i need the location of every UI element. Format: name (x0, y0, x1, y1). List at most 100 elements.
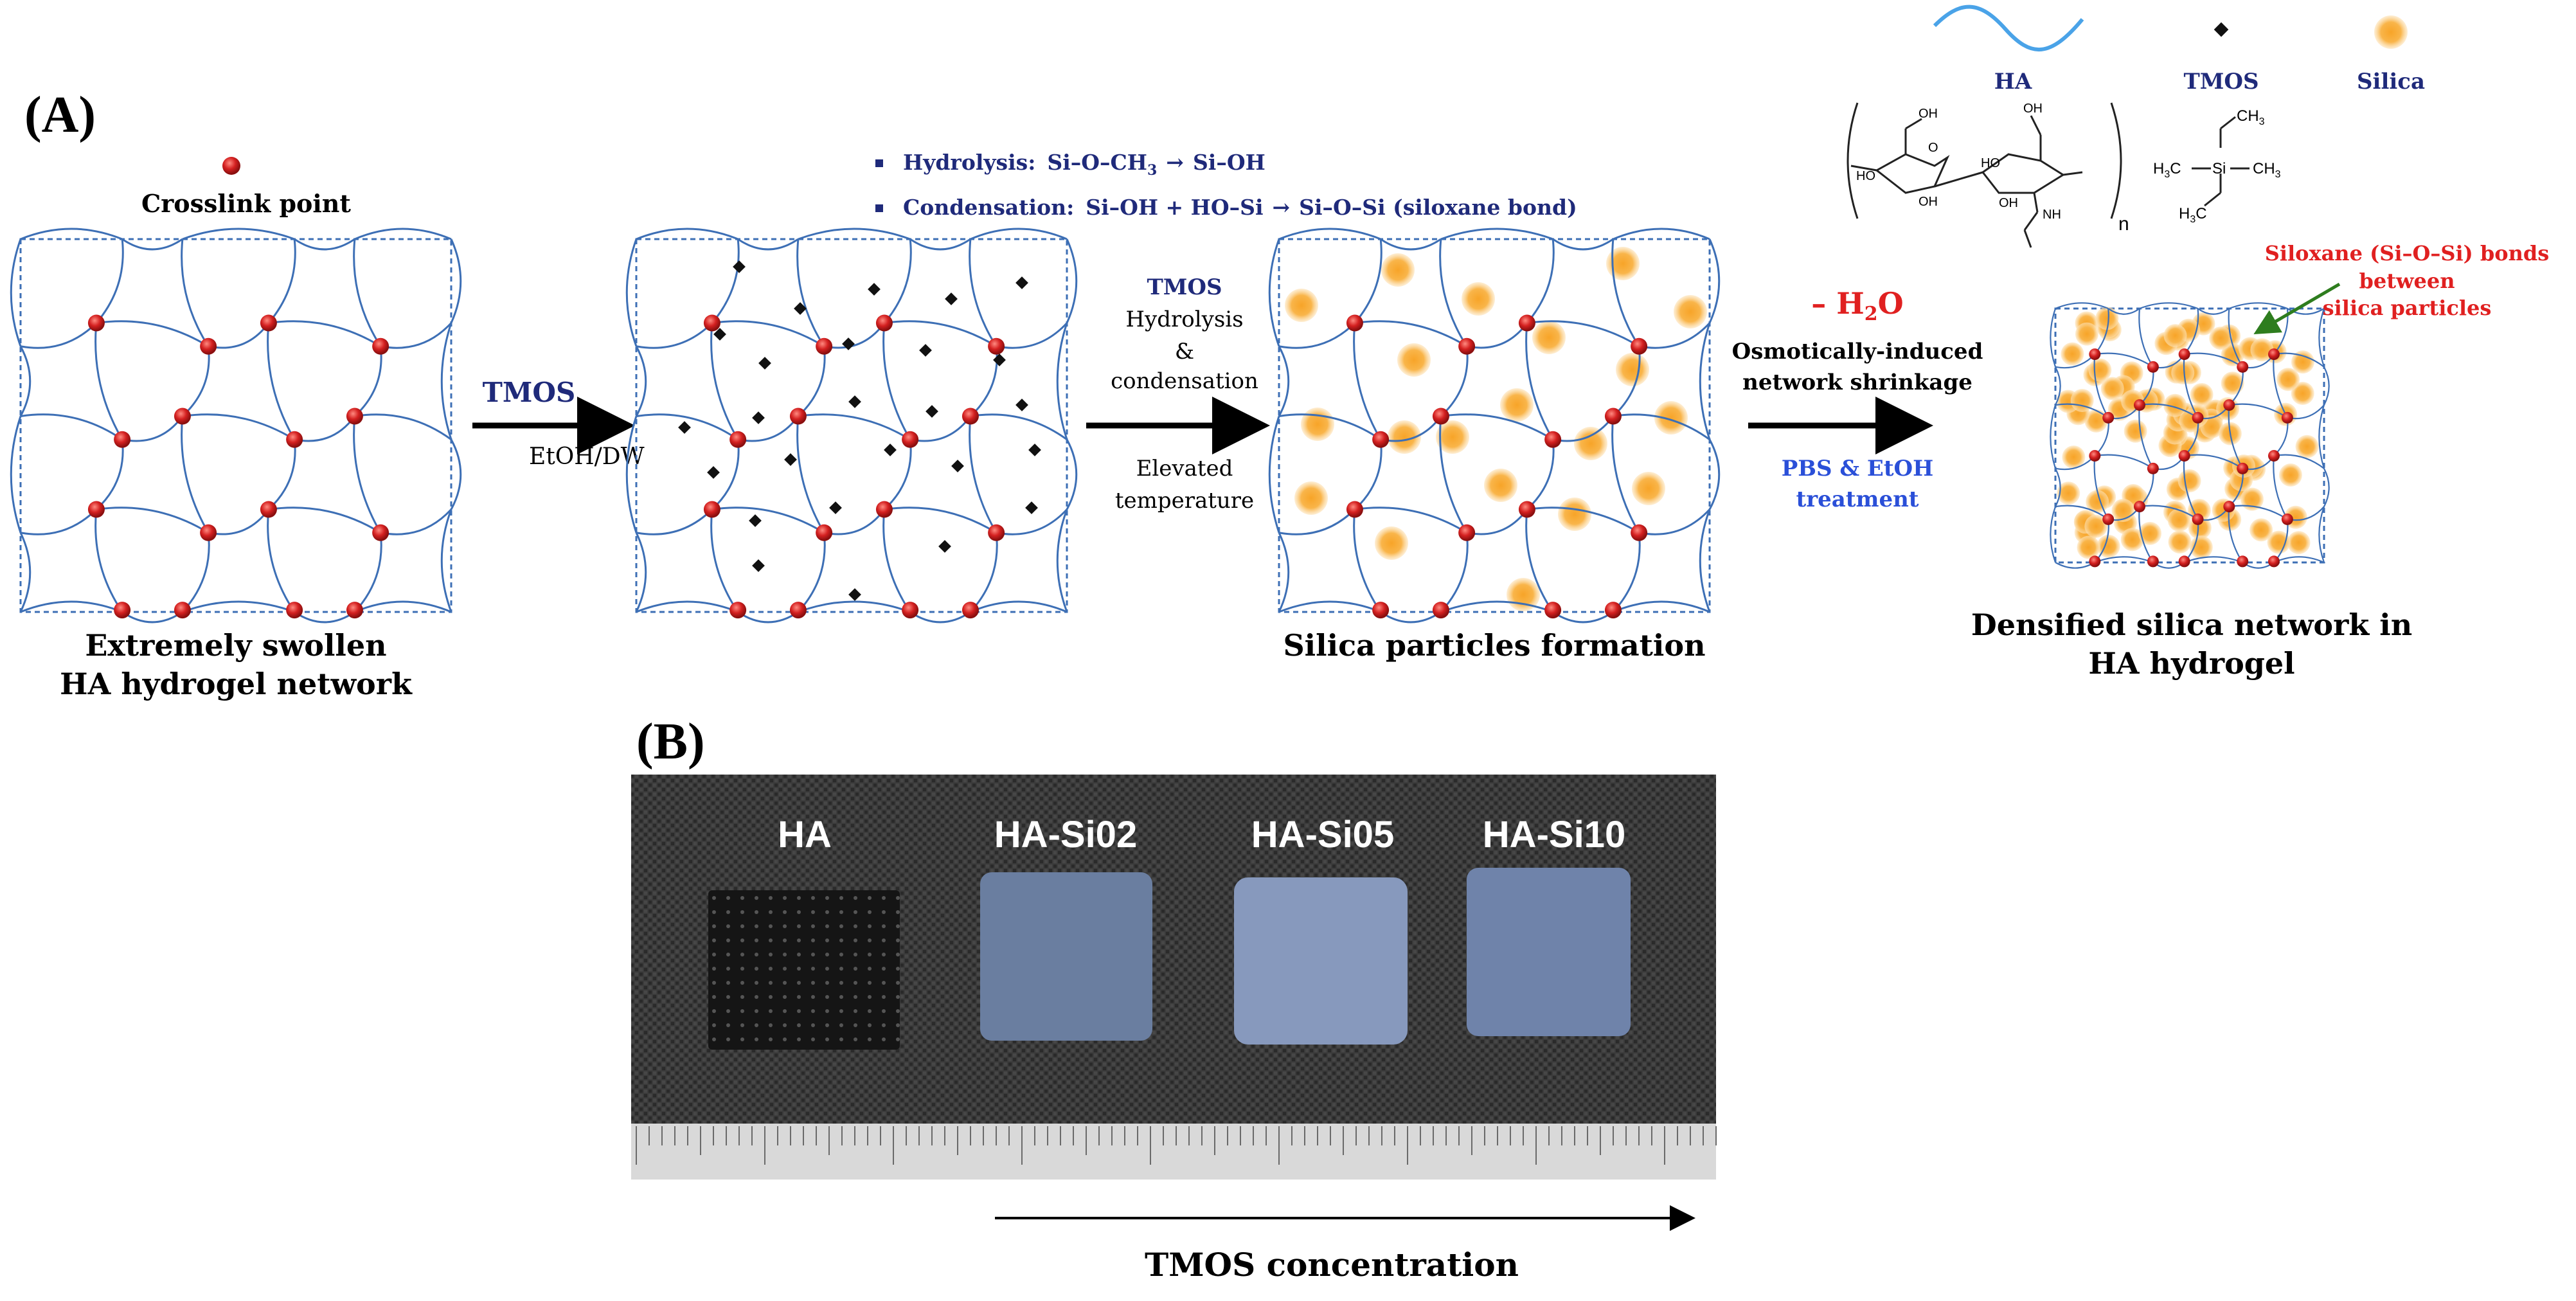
ha-nh: NH (2043, 208, 2061, 222)
silica-particle (2291, 381, 2314, 405)
step2-ampersand: & (1175, 339, 1194, 364)
network-strand (181, 532, 210, 613)
crosslink-point (816, 524, 833, 541)
tmos-molecule (938, 540, 951, 553)
network-strand (10, 238, 22, 347)
network-strand (823, 508, 886, 535)
network-strand (1354, 507, 1467, 534)
network-strand (294, 238, 355, 251)
silica-particle (1294, 481, 1328, 515)
network-strand (1440, 228, 1553, 240)
network-strand (636, 322, 713, 349)
step2-temperature: temperature (1115, 488, 1254, 514)
network-strand (20, 413, 123, 440)
crosslink-point (902, 431, 919, 448)
silica-particle (2168, 530, 2192, 554)
network-strand (2094, 556, 2154, 564)
network-strand (121, 238, 183, 251)
crosslink-point (1432, 602, 1449, 619)
network-strand (1613, 600, 1710, 613)
tmos-molecule (919, 344, 932, 357)
network-strand (2139, 505, 2199, 520)
step1-solvent: EtOH/DW (529, 444, 645, 470)
silica-particle (1532, 321, 1566, 354)
silica-particle (1381, 253, 1415, 287)
network-strand (1699, 323, 1711, 440)
sample-label-ha-si10: HA-Si10 (1483, 814, 1625, 856)
ha-oh-top2: OH (2023, 102, 2043, 116)
network-strand (1525, 509, 1554, 613)
tmos-molecule (848, 588, 861, 601)
crosslink-point (2267, 555, 2280, 568)
network-strand (2273, 456, 2288, 520)
silica-particle (2100, 377, 2124, 400)
sample-label-ha-si05: HA-Si05 (1251, 814, 1394, 856)
network-strand (268, 320, 381, 348)
network-strand (19, 346, 31, 417)
silica-particle (2178, 469, 2201, 493)
tmos-molecule (945, 292, 958, 305)
network-strand (267, 238, 296, 324)
tmos-molecule (993, 354, 1006, 366)
sample-ha-si10-gel (1467, 868, 1631, 1036)
network-strand (19, 532, 31, 613)
crosslink-point (2237, 462, 2249, 474)
caption-densified-line2: HA hydrogel (2088, 646, 2294, 681)
crosslink-point (1346, 314, 1363, 332)
crosslink-point (988, 337, 1005, 355)
network-strand (96, 507, 209, 534)
network-strand (1638, 322, 1711, 349)
hydrolysis-bullet (875, 159, 883, 167)
crosslink-point (816, 337, 833, 355)
network-strand (625, 416, 638, 534)
ha-oh-ring2: OH (1999, 196, 2018, 210)
network-strand (182, 413, 295, 441)
silica-particle (2163, 324, 2187, 348)
crosslink-point (1346, 501, 1363, 518)
crosslink-label: Crosslink point (141, 189, 351, 218)
step3-water-loss: – H2O (1811, 286, 1903, 325)
network-strand (798, 600, 911, 613)
tmos-ch3-right: CH3 (2253, 160, 2281, 180)
crosslink-point (2102, 513, 2115, 525)
crosslink-point (1432, 408, 1449, 425)
tmos-molecule (848, 395, 861, 408)
network-strand (909, 415, 972, 442)
silica-particle (2061, 342, 2084, 366)
crosslink-point (87, 314, 105, 332)
crosslink-point (2223, 501, 2235, 513)
crosslink-point (1372, 602, 1390, 619)
network-strand (884, 320, 997, 348)
crosslink-point (2267, 450, 2280, 462)
network-strand (267, 509, 296, 613)
network-strand (1525, 323, 1554, 440)
tmos-molecule (951, 460, 964, 472)
tmos-molecule (1025, 501, 1038, 514)
network-strand (1439, 416, 1468, 534)
silica-particle (1632, 472, 1665, 505)
crosslink-point (346, 602, 363, 619)
tmos-molecule (868, 283, 881, 296)
tmos-concentration-label: TMOS concentration (1145, 1246, 1519, 1284)
legend-silica-label: Silica (2357, 69, 2425, 94)
silica-particle (1436, 420, 1469, 454)
network-strand (2139, 302, 2198, 310)
network-strand (2197, 308, 2230, 315)
network-strand (353, 238, 382, 347)
network-strand (2228, 308, 2244, 368)
network-strand (267, 439, 296, 510)
silica-particle (2250, 338, 2274, 362)
tmos-molecule (678, 421, 691, 434)
network-strand (883, 439, 912, 510)
crosslink-point (1631, 524, 1648, 541)
silica-particle (2171, 361, 2195, 384)
network-strand (797, 346, 826, 417)
network-strand (737, 611, 799, 624)
tmos-h3c-left: H3C (2153, 160, 2181, 180)
silica-particle (2291, 350, 2314, 374)
hydrogel-network-swollen (10, 228, 462, 624)
silica-particle (2084, 514, 2108, 538)
panel-b-label: (B) (636, 713, 705, 770)
network-strand (121, 611, 183, 624)
silica-particle (2287, 531, 2311, 555)
